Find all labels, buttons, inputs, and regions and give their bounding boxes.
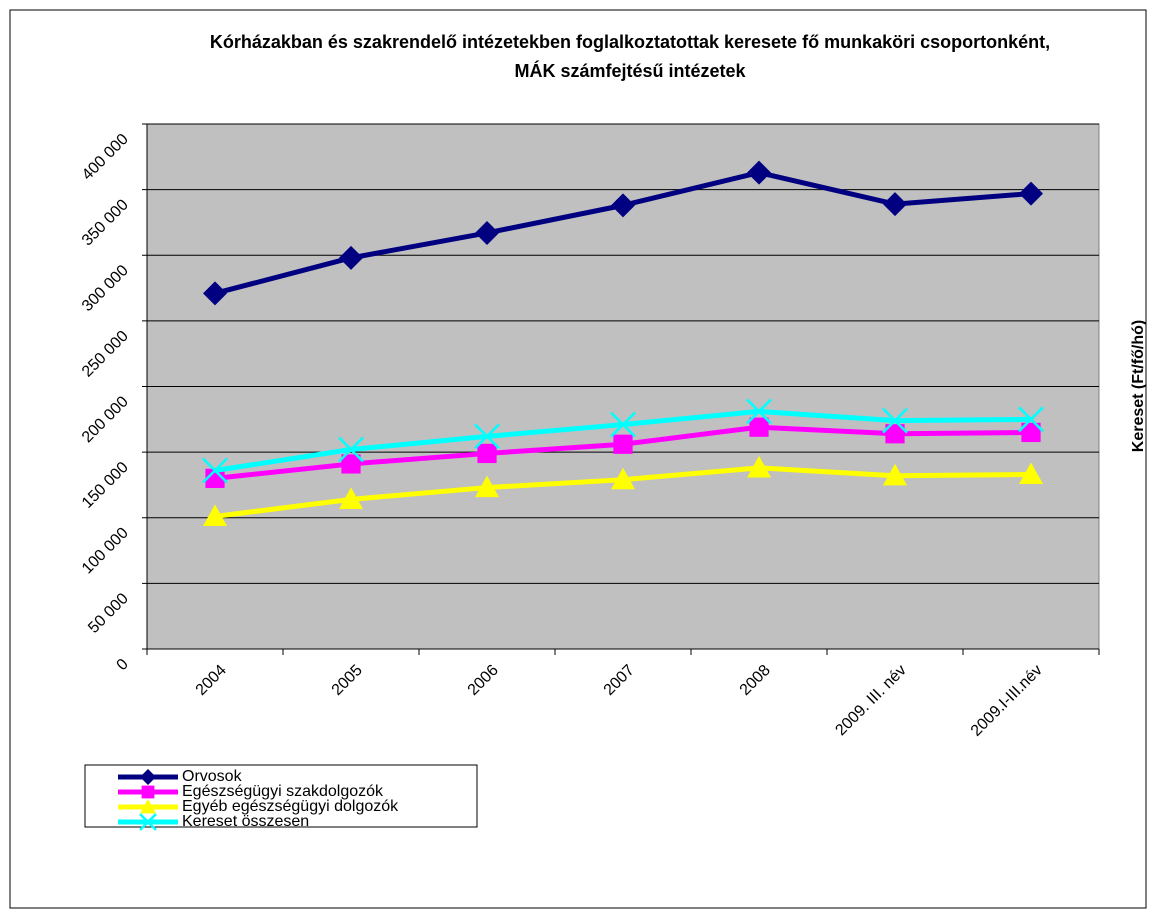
marker [1019, 181, 1043, 206]
marker [882, 407, 908, 434]
marker [140, 799, 156, 814]
marker [1018, 406, 1044, 433]
marker [747, 455, 771, 478]
chart-title: Kórházakban és szakrendelő intézetekben … [209, 32, 1051, 81]
y-axis-title: Kereset (Ft/fő/hó) [1130, 320, 1147, 452]
marker [885, 424, 905, 444]
legend-label: Egészségügyi szakdolgozók [182, 783, 384, 800]
marker [338, 436, 364, 463]
marker [141, 785, 155, 799]
legend-label: Egyéb egészségügyi dolgozók [182, 798, 399, 815]
marker [611, 467, 635, 490]
marker [610, 411, 636, 438]
legend-label: Orvosok [182, 768, 243, 785]
marker [475, 220, 499, 245]
marker [139, 813, 157, 831]
marker [747, 160, 771, 185]
marker [339, 487, 363, 509]
marker [1019, 462, 1043, 485]
marker [203, 281, 227, 306]
marker [339, 245, 363, 270]
marker [477, 443, 497, 464]
marker [611, 193, 635, 218]
legend-label: Kereset összesen [182, 813, 309, 830]
marker [140, 769, 156, 785]
marker [1021, 422, 1041, 443]
marker [202, 457, 228, 484]
marker [749, 417, 769, 437]
marker [746, 398, 772, 425]
marker [613, 434, 633, 454]
title-box: Kórházakban és szakrendelő intézetekben … [209, 32, 1051, 81]
marker [474, 423, 500, 450]
marker [475, 475, 499, 498]
marker [883, 463, 907, 486]
marker [883, 192, 907, 217]
marker [341, 454, 361, 474]
marker [203, 504, 227, 527]
